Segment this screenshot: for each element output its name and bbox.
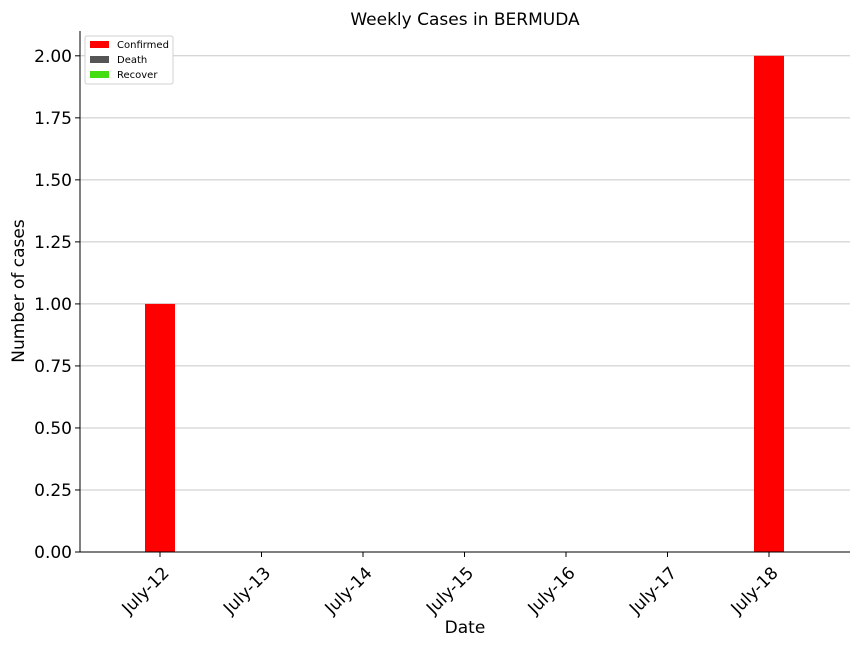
y-tick-label: 1.50 [34,171,72,191]
x-ticks: July-12 July-13 July-14 July-15 July-16 July-… [118,552,783,619]
x-tick-label: July-17 [625,563,681,619]
x-tick-label: July-18 [727,563,783,619]
y-tick-label: 1.75 [34,109,72,129]
legend-label: Death [117,55,147,66]
y-tick-label: 1.00 [34,295,72,315]
legend-label: Recover [117,70,158,81]
axes [79,31,850,553]
legend-swatch [90,56,109,63]
x-tick-label: July-12 [118,563,174,619]
gridlines [80,55,850,491]
y-axis-label: Number of cases [9,219,29,363]
x-tick-label: July-16 [524,563,580,619]
y-tick-label: 1.25 [34,233,72,253]
x-tick-label: July-13 [219,563,275,619]
y-ticks: 0.00 0.25 0.50 0.75 1.00 1.25 1.50 1.75 2.00 [34,47,80,563]
bar-confirmed [145,303,175,552]
chart-title: Weekly Cases in BERMUDA [350,10,580,30]
y-tick-label: 0.75 [34,357,72,377]
legend-swatch [90,71,109,78]
legend-swatch [90,41,109,48]
bars [145,55,784,553]
y-tick-label: 0.25 [34,481,72,501]
x-tick-label: July-15 [422,563,478,619]
x-axis-label: Date [445,618,486,638]
legend-label: Confirmed [117,40,169,51]
y-tick-label: 0.00 [34,543,72,563]
y-tick-label: 0.50 [34,419,72,439]
x-tick-label: July-14 [321,563,377,619]
legend: Confirmed Death Recover [84,35,174,85]
y-tick-label: 2.00 [34,47,72,67]
bar-confirmed [754,55,784,553]
